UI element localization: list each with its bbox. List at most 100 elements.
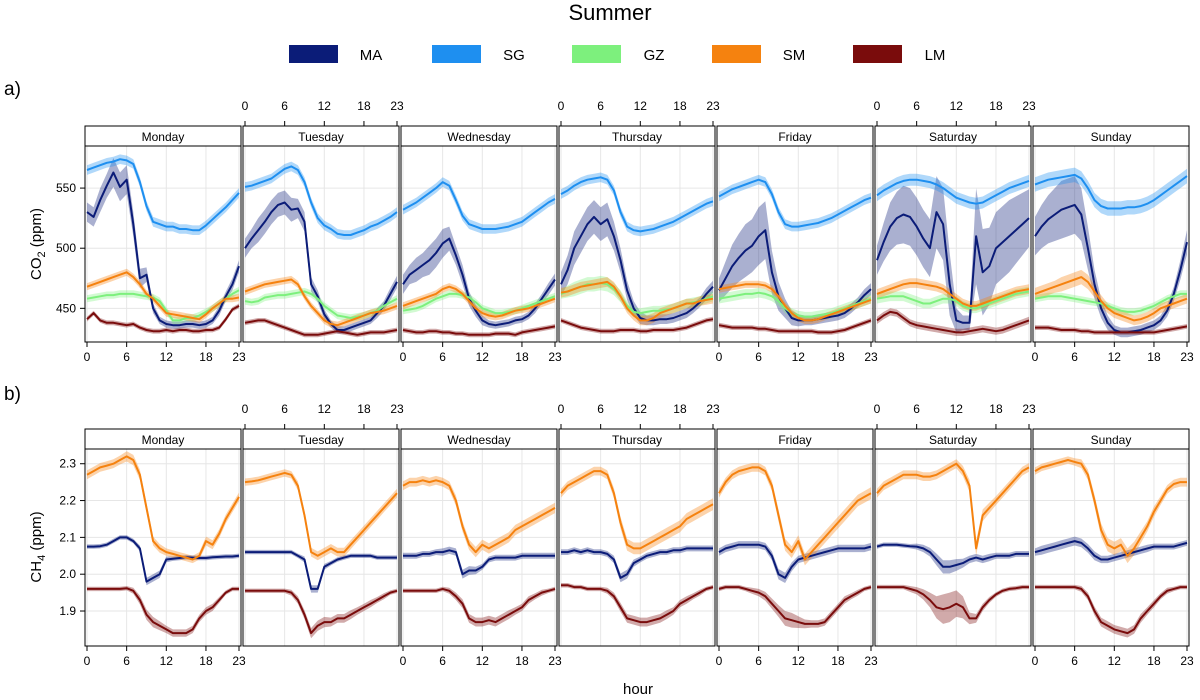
x-tick-label: 0 [874, 99, 881, 113]
series-band-sg [403, 177, 555, 234]
y-tick-label: 2.3 [59, 457, 76, 471]
legend-label-lm: LM [925, 47, 946, 64]
series-line-sg [560, 176, 714, 233]
panel-strip-label: Thursday [612, 130, 662, 144]
panel-strip [716, 125, 874, 147]
x-tick-label: 0 [716, 350, 723, 364]
series-band-ma [877, 542, 1029, 574]
series-line-sm [876, 462, 1030, 550]
series-band-ma [561, 545, 713, 583]
series-line-sm [876, 282, 1030, 307]
x-tick-label: 12 [792, 350, 806, 364]
panel-strip [84, 428, 242, 450]
x-tick-label: 6 [439, 350, 446, 364]
x-tick-label: 0 [1032, 350, 1039, 364]
x-tick-label: 18 [673, 402, 687, 416]
panel-strip [400, 428, 558, 450]
x-tick-label: 23 [864, 350, 878, 364]
series-band-ma [1035, 176, 1187, 338]
x-tick-label: 0 [400, 350, 407, 364]
y-axis-title: CO2 (ppm) [28, 208, 48, 280]
series-line-lm [1035, 325, 1188, 334]
y-tick-label: 1.9 [59, 604, 76, 618]
panel-strip-label: Sunday [1091, 433, 1132, 447]
panel-monday: Monday 0 6 12 18 23 [84, 125, 246, 364]
panel-strip-label: Friday [778, 433, 811, 447]
series-band-ma [245, 549, 397, 593]
x-tick-label: 12 [634, 99, 648, 113]
series-line-lm [561, 584, 714, 624]
x-tick-label: 6 [755, 350, 762, 364]
series-band-lm [245, 318, 397, 338]
series-band-ma [877, 176, 1029, 333]
series-line-sm [86, 271, 240, 321]
series-line-ma [1034, 540, 1188, 561]
panel-strip [242, 125, 400, 147]
legend-label-ma: MA [360, 47, 383, 64]
series-line-sg [402, 181, 556, 230]
series-band-sg [877, 173, 1029, 210]
legend-label-gz: GZ [644, 47, 665, 64]
series-line-ma [876, 211, 1030, 324]
x-tick-label: 6 [439, 654, 446, 668]
series-band-lm [403, 586, 555, 627]
x-tick-label: 12 [476, 350, 490, 364]
panel-wednesday: Wednesday 0 6 12 18 23 [400, 428, 562, 668]
panel-saturday: Saturday 0 6 12 18 23 [874, 99, 1036, 343]
legend-swatch-ma [289, 45, 338, 63]
panel-sunday: Sunday 0 6 12 18 23 [1032, 428, 1194, 668]
x-tick-label: 12 [634, 402, 648, 416]
series-line-ma [1034, 203, 1188, 334]
series-line-sg [244, 165, 398, 236]
x-tick-label: 0 [1032, 654, 1039, 668]
panel-strip [1032, 125, 1190, 147]
x-tick-label: 6 [1071, 350, 1078, 364]
x-tick-label: 0 [242, 402, 249, 416]
x-tick-label: 18 [357, 402, 371, 416]
x-tick-label: 18 [515, 654, 529, 668]
series-line-ma [402, 237, 556, 327]
x-tick-label: 23 [1022, 99, 1036, 113]
series-line-sg [718, 178, 872, 228]
x-axis-title: hour [623, 681, 653, 698]
x-tick-label: 18 [515, 350, 529, 364]
series-line-ma [876, 543, 1029, 568]
legend-swatch-sm [712, 45, 761, 63]
panel-strip [1032, 428, 1190, 450]
panel-strip-label: Saturday [929, 433, 977, 447]
series-line-lm [560, 318, 714, 333]
series-band-ma [403, 546, 555, 579]
series-band-ma [561, 200, 713, 326]
series-line-lm [403, 587, 556, 624]
panel-tuesday: Tuesday 0 6 12 18 23 [242, 402, 404, 647]
x-tick-label: 6 [597, 402, 604, 416]
series-band-lm [719, 318, 871, 335]
series-line-lm [244, 319, 398, 336]
x-tick-label: 18 [199, 654, 213, 668]
series-line-lm [877, 586, 1029, 620]
panel-thursday: Thursday 0 6 12 18 23 [558, 402, 720, 647]
series-line-lm [1035, 586, 1187, 635]
x-tick-label: 18 [199, 350, 213, 364]
series-band-sm [87, 268, 239, 323]
panel-strip-label: Wednesday [447, 433, 510, 447]
y-axis-title-subscript: 4 [36, 555, 48, 561]
y-axis-title-main: CH [28, 561, 45, 583]
series-line-sg [876, 178, 1030, 205]
panel-strip-label: Sunday [1091, 130, 1132, 144]
x-tick-label: 6 [281, 402, 288, 416]
series-band-lm [877, 308, 1029, 336]
x-tick-label: 0 [84, 350, 91, 364]
panel-tuesday: Tuesday 0 6 12 18 23 [242, 99, 404, 343]
series-band-sm [561, 466, 713, 555]
x-tick-label: 0 [400, 654, 407, 668]
x-tick-label: 12 [1108, 350, 1122, 364]
series-band-gz [1035, 290, 1187, 316]
x-tick-label: 6 [755, 654, 762, 668]
y-tick-label: 550 [56, 181, 76, 195]
x-tick-label: 23 [1180, 654, 1194, 668]
panel-friday: Friday 0 6 12 18 23 [716, 428, 878, 668]
legend-swatch-lm [853, 45, 902, 63]
x-tick-label: 23 [864, 654, 878, 668]
